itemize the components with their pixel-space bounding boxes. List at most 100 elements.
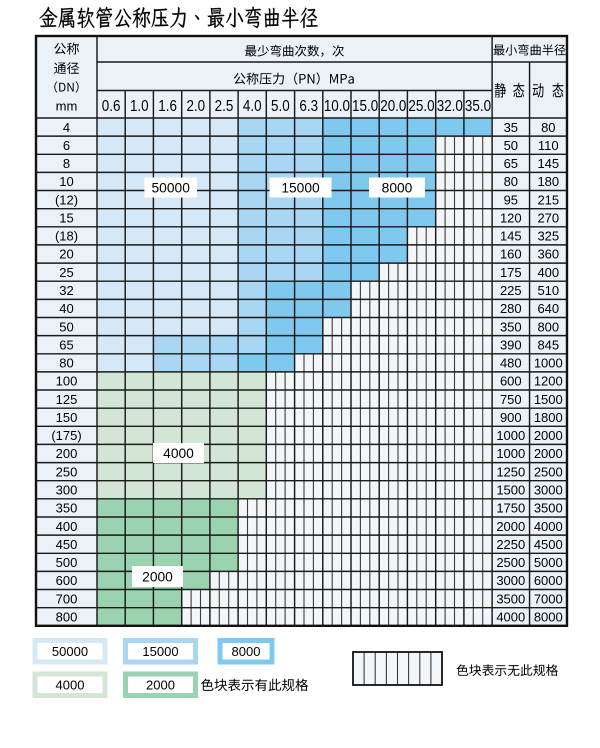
svg-text:510: 510 <box>537 283 559 298</box>
svg-text:1000: 1000 <box>534 356 563 371</box>
svg-text:40: 40 <box>59 301 73 316</box>
svg-text:(175): (175) <box>51 428 81 443</box>
svg-text:4500: 4500 <box>534 537 563 552</box>
svg-text:350: 350 <box>500 319 522 334</box>
svg-text:0.6: 0.6 <box>102 98 121 115</box>
svg-text:2.0: 2.0 <box>186 98 205 115</box>
svg-text:1000: 1000 <box>496 446 525 461</box>
svg-text:80: 80 <box>541 120 555 135</box>
svg-text:215: 215 <box>537 192 559 207</box>
svg-text:15000: 15000 <box>281 180 320 195</box>
svg-text:150: 150 <box>56 410 78 425</box>
svg-text:845: 845 <box>537 337 559 352</box>
svg-text:8000: 8000 <box>232 644 261 659</box>
svg-text:32.0: 32.0 <box>437 98 463 115</box>
svg-text:mm: mm <box>56 99 78 114</box>
svg-text:35: 35 <box>504 120 518 135</box>
svg-text:2500: 2500 <box>534 464 563 479</box>
svg-text:1500: 1500 <box>534 392 563 407</box>
svg-text:3000: 3000 <box>496 573 525 588</box>
svg-text:8: 8 <box>63 156 70 171</box>
svg-text:250: 250 <box>56 464 78 479</box>
svg-text:8000: 8000 <box>534 609 563 624</box>
svg-text:1500: 1500 <box>496 483 525 498</box>
svg-text:100: 100 <box>56 374 78 389</box>
svg-text:1200: 1200 <box>534 374 563 389</box>
svg-text:2500: 2500 <box>496 555 525 570</box>
svg-text:15: 15 <box>59 210 73 225</box>
svg-text:390: 390 <box>500 337 522 352</box>
svg-text:20: 20 <box>59 247 73 262</box>
svg-text:160: 160 <box>500 247 522 262</box>
svg-text:6.3: 6.3 <box>299 98 318 115</box>
svg-text:4000: 4000 <box>496 609 525 624</box>
svg-text:270: 270 <box>537 210 559 225</box>
svg-text:2000: 2000 <box>146 678 175 693</box>
svg-text:(18): (18) <box>55 229 78 244</box>
svg-text:2000: 2000 <box>534 446 563 461</box>
svg-text:300: 300 <box>56 483 78 498</box>
svg-text:(12): (12) <box>55 192 78 207</box>
svg-text:2250: 2250 <box>496 537 525 552</box>
svg-text:50: 50 <box>59 319 73 334</box>
svg-text:500: 500 <box>56 555 78 570</box>
svg-text:5.0: 5.0 <box>271 98 290 115</box>
svg-text:145: 145 <box>500 229 522 244</box>
svg-text:8000: 8000 <box>382 180 413 195</box>
svg-text:400: 400 <box>537 265 559 280</box>
svg-text:50000: 50000 <box>152 180 191 195</box>
svg-text:125: 125 <box>56 392 78 407</box>
svg-text:175: 175 <box>500 265 522 280</box>
svg-text:1.6: 1.6 <box>158 98 177 115</box>
svg-text:2.5: 2.5 <box>215 98 234 115</box>
svg-text:350: 350 <box>56 501 78 516</box>
svg-text:65: 65 <box>504 156 518 171</box>
svg-text:80: 80 <box>59 356 73 371</box>
svg-text:325: 325 <box>537 229 559 244</box>
svg-text:3500: 3500 <box>496 591 525 606</box>
svg-text:80: 80 <box>504 174 518 189</box>
svg-text:480: 480 <box>500 356 522 371</box>
svg-text:2000: 2000 <box>496 519 525 534</box>
svg-text:800: 800 <box>56 609 78 624</box>
svg-text:6000: 6000 <box>534 573 563 588</box>
svg-text:2000: 2000 <box>142 569 173 584</box>
svg-text:180: 180 <box>537 174 559 189</box>
svg-text:200: 200 <box>56 446 78 461</box>
svg-text:700: 700 <box>56 591 78 606</box>
svg-text:600: 600 <box>500 374 522 389</box>
svg-text:3000: 3000 <box>534 483 563 498</box>
svg-text:6: 6 <box>63 138 70 153</box>
svg-text:20.0: 20.0 <box>380 98 406 115</box>
svg-text:110: 110 <box>538 138 559 153</box>
svg-text:5000: 5000 <box>534 555 563 570</box>
svg-text:50000: 50000 <box>52 644 88 659</box>
svg-text:35.0: 35.0 <box>465 98 491 115</box>
svg-text:15000: 15000 <box>142 644 178 659</box>
svg-text:10.0: 10.0 <box>324 98 350 115</box>
svg-text:1750: 1750 <box>496 501 525 516</box>
svg-text:145: 145 <box>537 156 559 171</box>
svg-text:4000: 4000 <box>56 678 85 693</box>
svg-text:4: 4 <box>63 120 70 135</box>
svg-text:25: 25 <box>59 265 73 280</box>
svg-text:600: 600 <box>56 573 78 588</box>
svg-text:65: 65 <box>59 337 73 352</box>
svg-text:2000: 2000 <box>534 428 563 443</box>
svg-text:360: 360 <box>537 247 559 262</box>
svg-text:3500: 3500 <box>534 501 563 516</box>
svg-text:50: 50 <box>504 138 518 153</box>
svg-text:750: 750 <box>500 392 522 407</box>
svg-text:225: 225 <box>500 283 522 298</box>
svg-text:400: 400 <box>56 519 78 534</box>
svg-text:1000: 1000 <box>496 428 525 443</box>
svg-text:640: 640 <box>537 301 559 316</box>
svg-text:450: 450 <box>56 537 78 552</box>
svg-text:1.0: 1.0 <box>130 98 149 115</box>
svg-text:95: 95 <box>504 192 518 207</box>
svg-text:4.0: 4.0 <box>243 98 262 115</box>
svg-text:4000: 4000 <box>163 446 194 461</box>
svg-text:800: 800 <box>537 319 559 334</box>
svg-text:32: 32 <box>59 283 73 298</box>
svg-text:1800: 1800 <box>534 410 563 425</box>
